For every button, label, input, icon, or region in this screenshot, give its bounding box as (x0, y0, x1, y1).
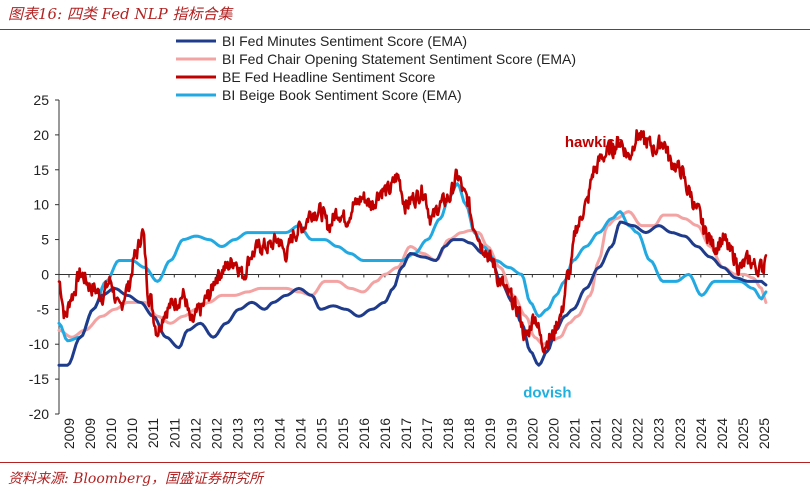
y-tick-label: 25 (33, 92, 49, 108)
x-tick-label: 2023 (672, 418, 688, 449)
x-tick-label: 2009 (61, 418, 77, 449)
source-divider (0, 462, 810, 463)
series-line-2 (57, 129, 768, 354)
x-tick-label: 2015 (335, 418, 351, 449)
x-tick-label: 2017 (419, 418, 435, 449)
x-tick-label: 2022 (630, 418, 646, 449)
x-tick-label: 2024 (714, 418, 730, 449)
x-tick-label: 2014 (293, 418, 309, 449)
x-tick-label: 2022 (609, 418, 625, 449)
x-tick-label: 2009 (82, 418, 98, 449)
x-tick-label: 2011 (166, 418, 182, 448)
x-tick-label: 2020 (524, 418, 540, 449)
x-tick-label: 2013 (229, 418, 245, 449)
x-tick-label: 2016 (356, 418, 372, 449)
x-tick-label: 2023 (651, 418, 667, 449)
annotation-dovish: dovish (523, 384, 571, 401)
x-tick-label: 2012 (187, 418, 203, 449)
chart-annotations: hawkish dovish (523, 134, 624, 402)
x-tick-label: 2014 (272, 418, 288, 449)
series-line-1 (57, 210, 768, 346)
x-tick-label: 2017 (398, 418, 414, 449)
x-tick-label: 2021 (566, 418, 582, 449)
figure-title: 图表16: 四类 Fed NLP 指标合集 (8, 5, 233, 23)
x-tick-label: 2025 (756, 418, 772, 449)
y-tick-label: -10 (29, 336, 49, 352)
y-tick-label: -5 (37, 301, 50, 317)
legend-label-2: BE Fed Headline Sentiment Score (222, 69, 435, 85)
chart-legend: BI Fed Minutes Sentiment Score (EMA) BI F… (176, 33, 576, 103)
annotation-hawkish: hawkish (565, 134, 624, 151)
y-tick-label: 20 (33, 127, 49, 143)
legend-label-1: BI Fed Chair Opening Statement Sentiment… (222, 51, 576, 67)
series-layer (57, 129, 768, 367)
x-tick-label: 2019 (482, 418, 498, 449)
title-divider (0, 29, 810, 30)
x-tick-label: 2018 (440, 418, 456, 449)
y-tick-label: -20 (29, 406, 49, 422)
y-tick-label: 10 (33, 197, 49, 213)
legend-label-0: BI Fed Minutes Sentiment Score (EMA) (222, 33, 467, 49)
y-tick-label: 5 (41, 232, 49, 248)
y-tick-label: 15 (33, 162, 49, 178)
x-tick-label: 2019 (503, 418, 519, 449)
x-tick-label: 2011 (145, 418, 161, 448)
y-tick-label: -15 (29, 371, 49, 387)
x-tick-label: 2021 (588, 418, 604, 449)
x-tick-label: 2020 (545, 418, 561, 449)
y-tick-label: 0 (41, 266, 49, 282)
legend-label-3: BI Beige Book Sentiment Score (EMA) (222, 87, 462, 103)
x-tick-label: 2012 (208, 418, 224, 449)
x-tick-label: 2010 (103, 418, 119, 449)
figure-source: 资料来源: Bloomberg，国盛证券研究所 (8, 471, 263, 487)
x-tick-label: 2024 (693, 418, 709, 449)
x-tick-label: 2010 (124, 418, 140, 449)
x-tick-label: 2016 (377, 418, 393, 449)
series-line-0 (57, 220, 768, 367)
x-tick-label: 2025 (735, 418, 751, 449)
x-tick-label: 2015 (314, 418, 330, 449)
x-tick-label: 2018 (461, 418, 477, 449)
x-tick-label: 2013 (251, 418, 267, 449)
